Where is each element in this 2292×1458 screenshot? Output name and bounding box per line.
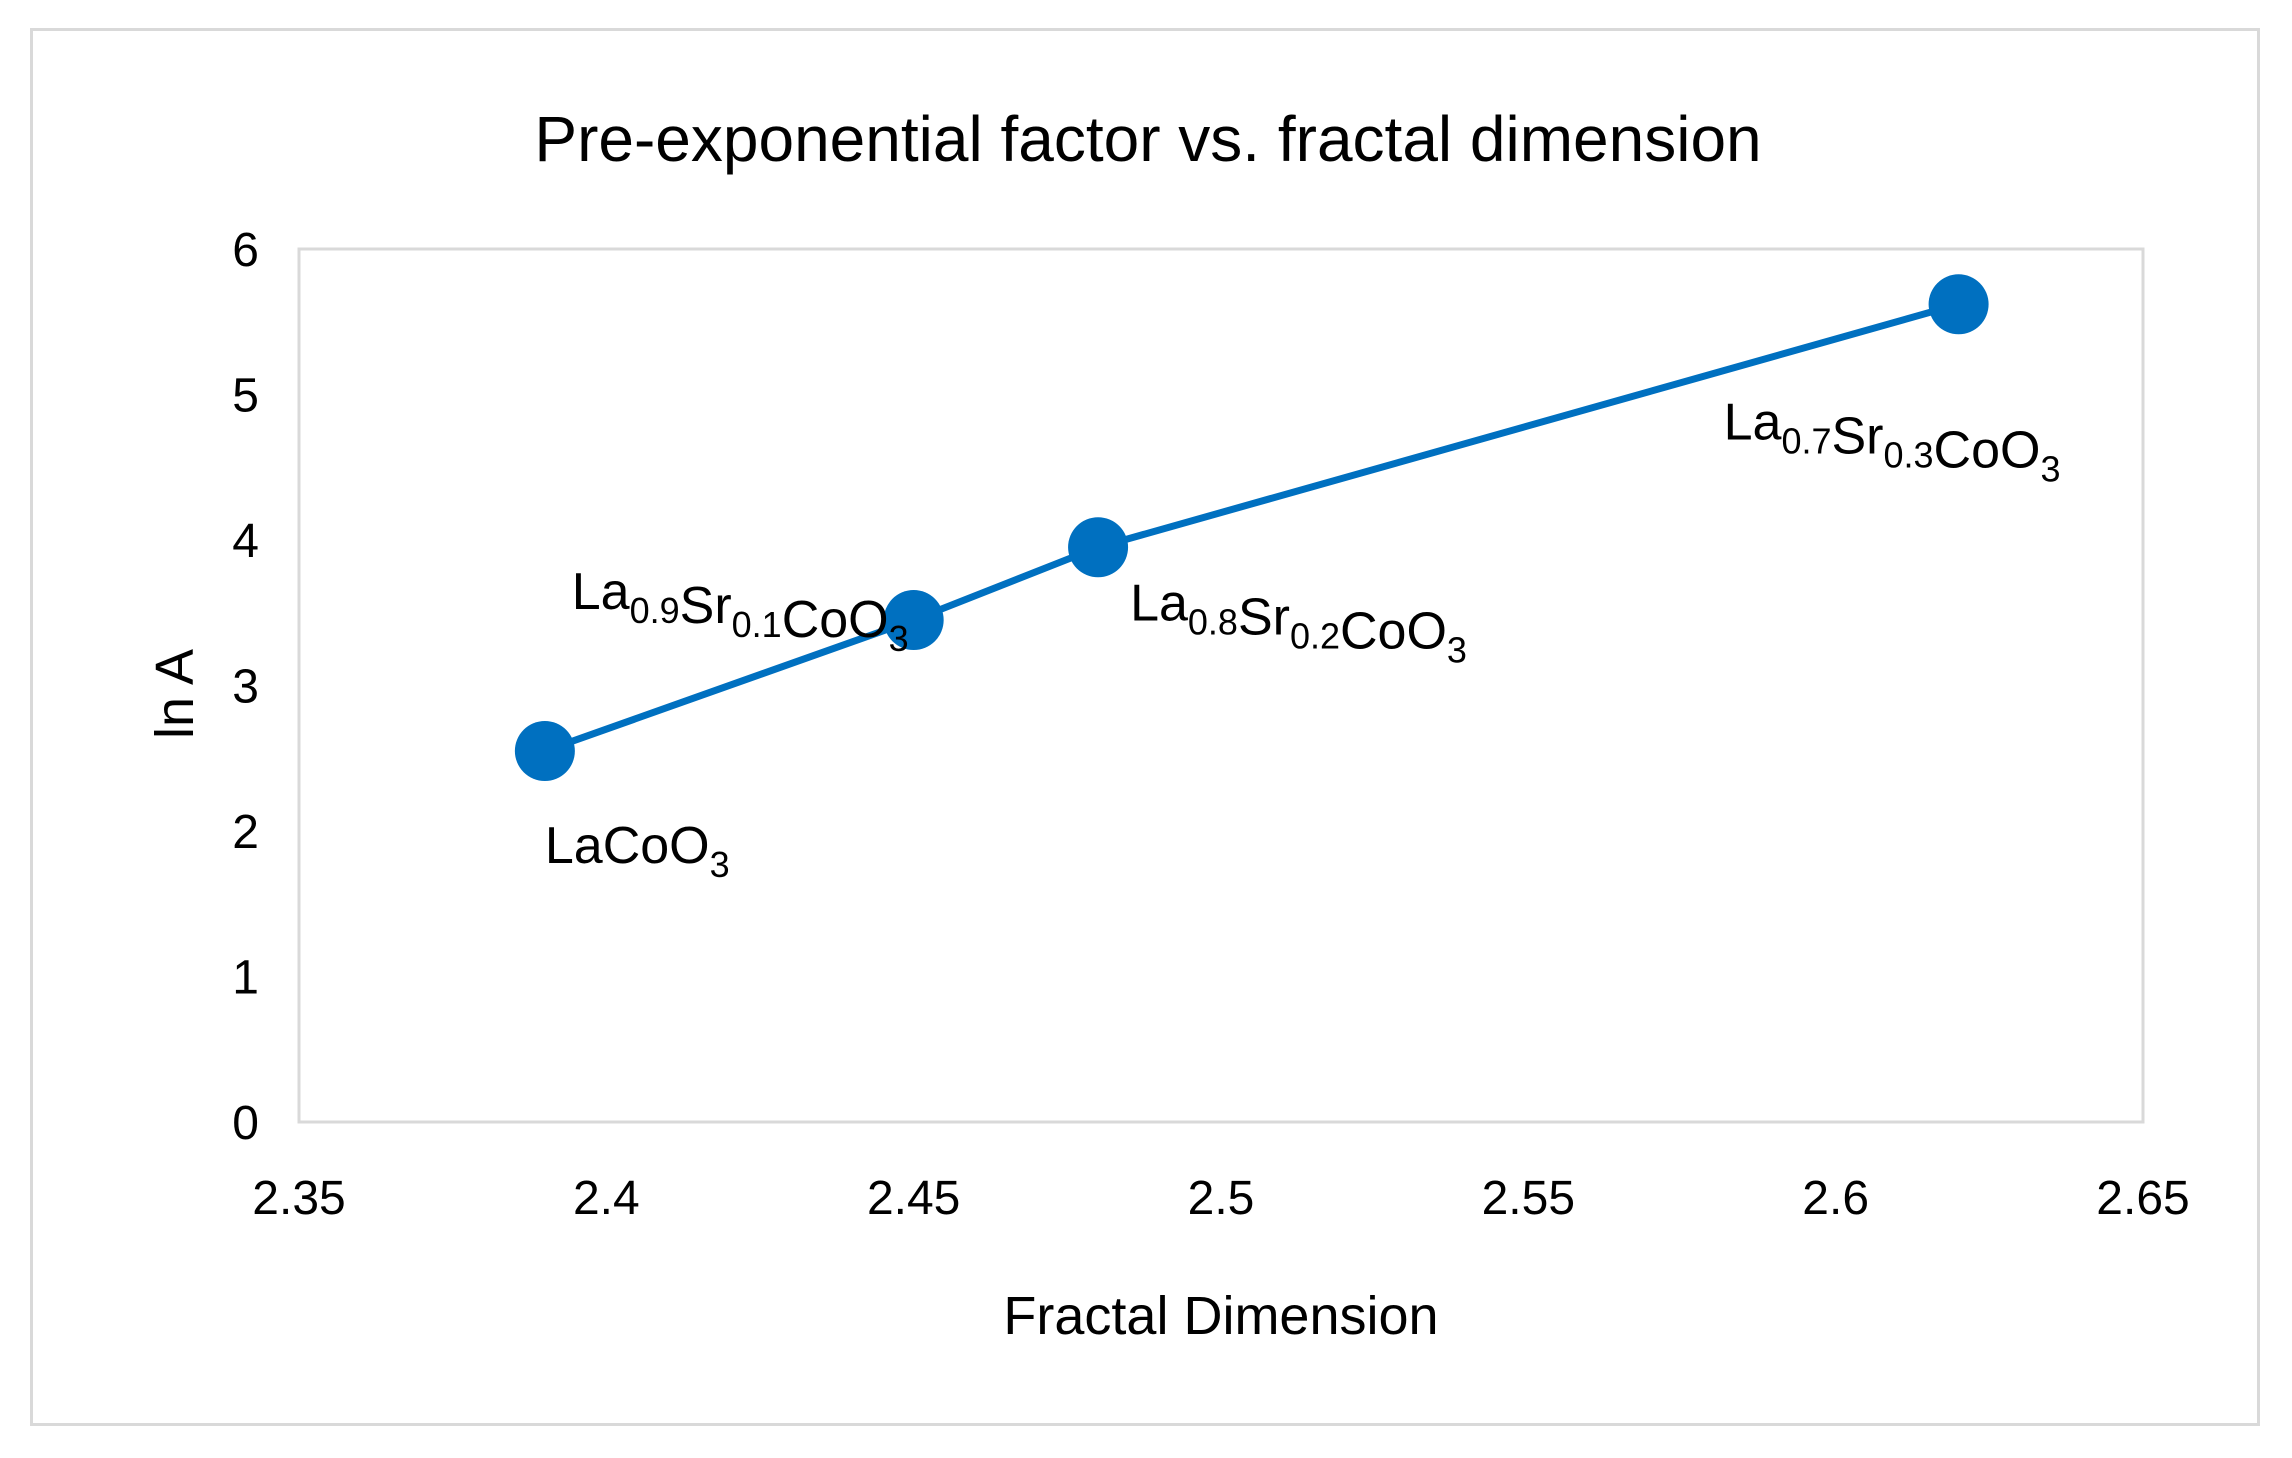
point-labels: LaCoO3 La0.9Sr0.1CoO3 La0.8Sr0.2CoO3 La0.7S… bbox=[545, 393, 2061, 885]
y-tick-label: 2 bbox=[232, 806, 259, 859]
series-line bbox=[543, 300, 1960, 755]
data-label: LaCoO3 bbox=[545, 817, 730, 885]
plot-area bbox=[297, 247, 2145, 1124]
y-tick-label: 0 bbox=[232, 1097, 259, 1150]
chart-svg: Pre-exponential factor vs. fractal dimen… bbox=[145, 103, 2190, 1346]
y-tick-label: 5 bbox=[232, 370, 259, 423]
y-tick-label: 3 bbox=[232, 661, 259, 714]
data-point bbox=[1928, 274, 1989, 335]
y-tick-labels: 0 1 2 3 4 5 6 bbox=[232, 224, 259, 1150]
y-tick-label: 1 bbox=[232, 952, 259, 1005]
y-tick-label: 4 bbox=[232, 515, 259, 568]
x-tick-label: 2.55 bbox=[1482, 1172, 1575, 1225]
x-tick-label: 2.45 bbox=[867, 1172, 960, 1225]
x-tick-label: 2.6 bbox=[1802, 1172, 1869, 1225]
data-label: La0.9Sr0.1CoO3 bbox=[572, 563, 909, 659]
x-tick-label: 2.4 bbox=[573, 1172, 640, 1225]
series-layer bbox=[514, 274, 1989, 781]
data-point bbox=[883, 590, 944, 651]
chart-title: Pre-exponential factor vs. fractal dimen… bbox=[534, 103, 1761, 175]
data-point bbox=[1068, 517, 1129, 578]
x-axis-title: Fractal Dimension bbox=[1003, 1286, 1438, 1346]
chart-area: Pre-exponential factor vs. fractal dimen… bbox=[30, 28, 2260, 1426]
x-tick-label: 2.5 bbox=[1188, 1172, 1255, 1225]
x-tick-labels: 2.35 2.4 2.45 2.5 2.55 2.6 2.65 bbox=[252, 1172, 2189, 1225]
data-point bbox=[514, 720, 575, 781]
x-tick-label: 2.65 bbox=[2096, 1172, 2189, 1225]
data-label: La0.7Sr0.3CoO3 bbox=[1724, 393, 2061, 489]
x-tick-label: 2.35 bbox=[252, 1172, 345, 1225]
y-axis-title: ln A bbox=[145, 649, 205, 739]
y-tick-label: 6 bbox=[232, 224, 259, 277]
data-label: La0.8Sr0.2CoO3 bbox=[1130, 574, 1467, 670]
